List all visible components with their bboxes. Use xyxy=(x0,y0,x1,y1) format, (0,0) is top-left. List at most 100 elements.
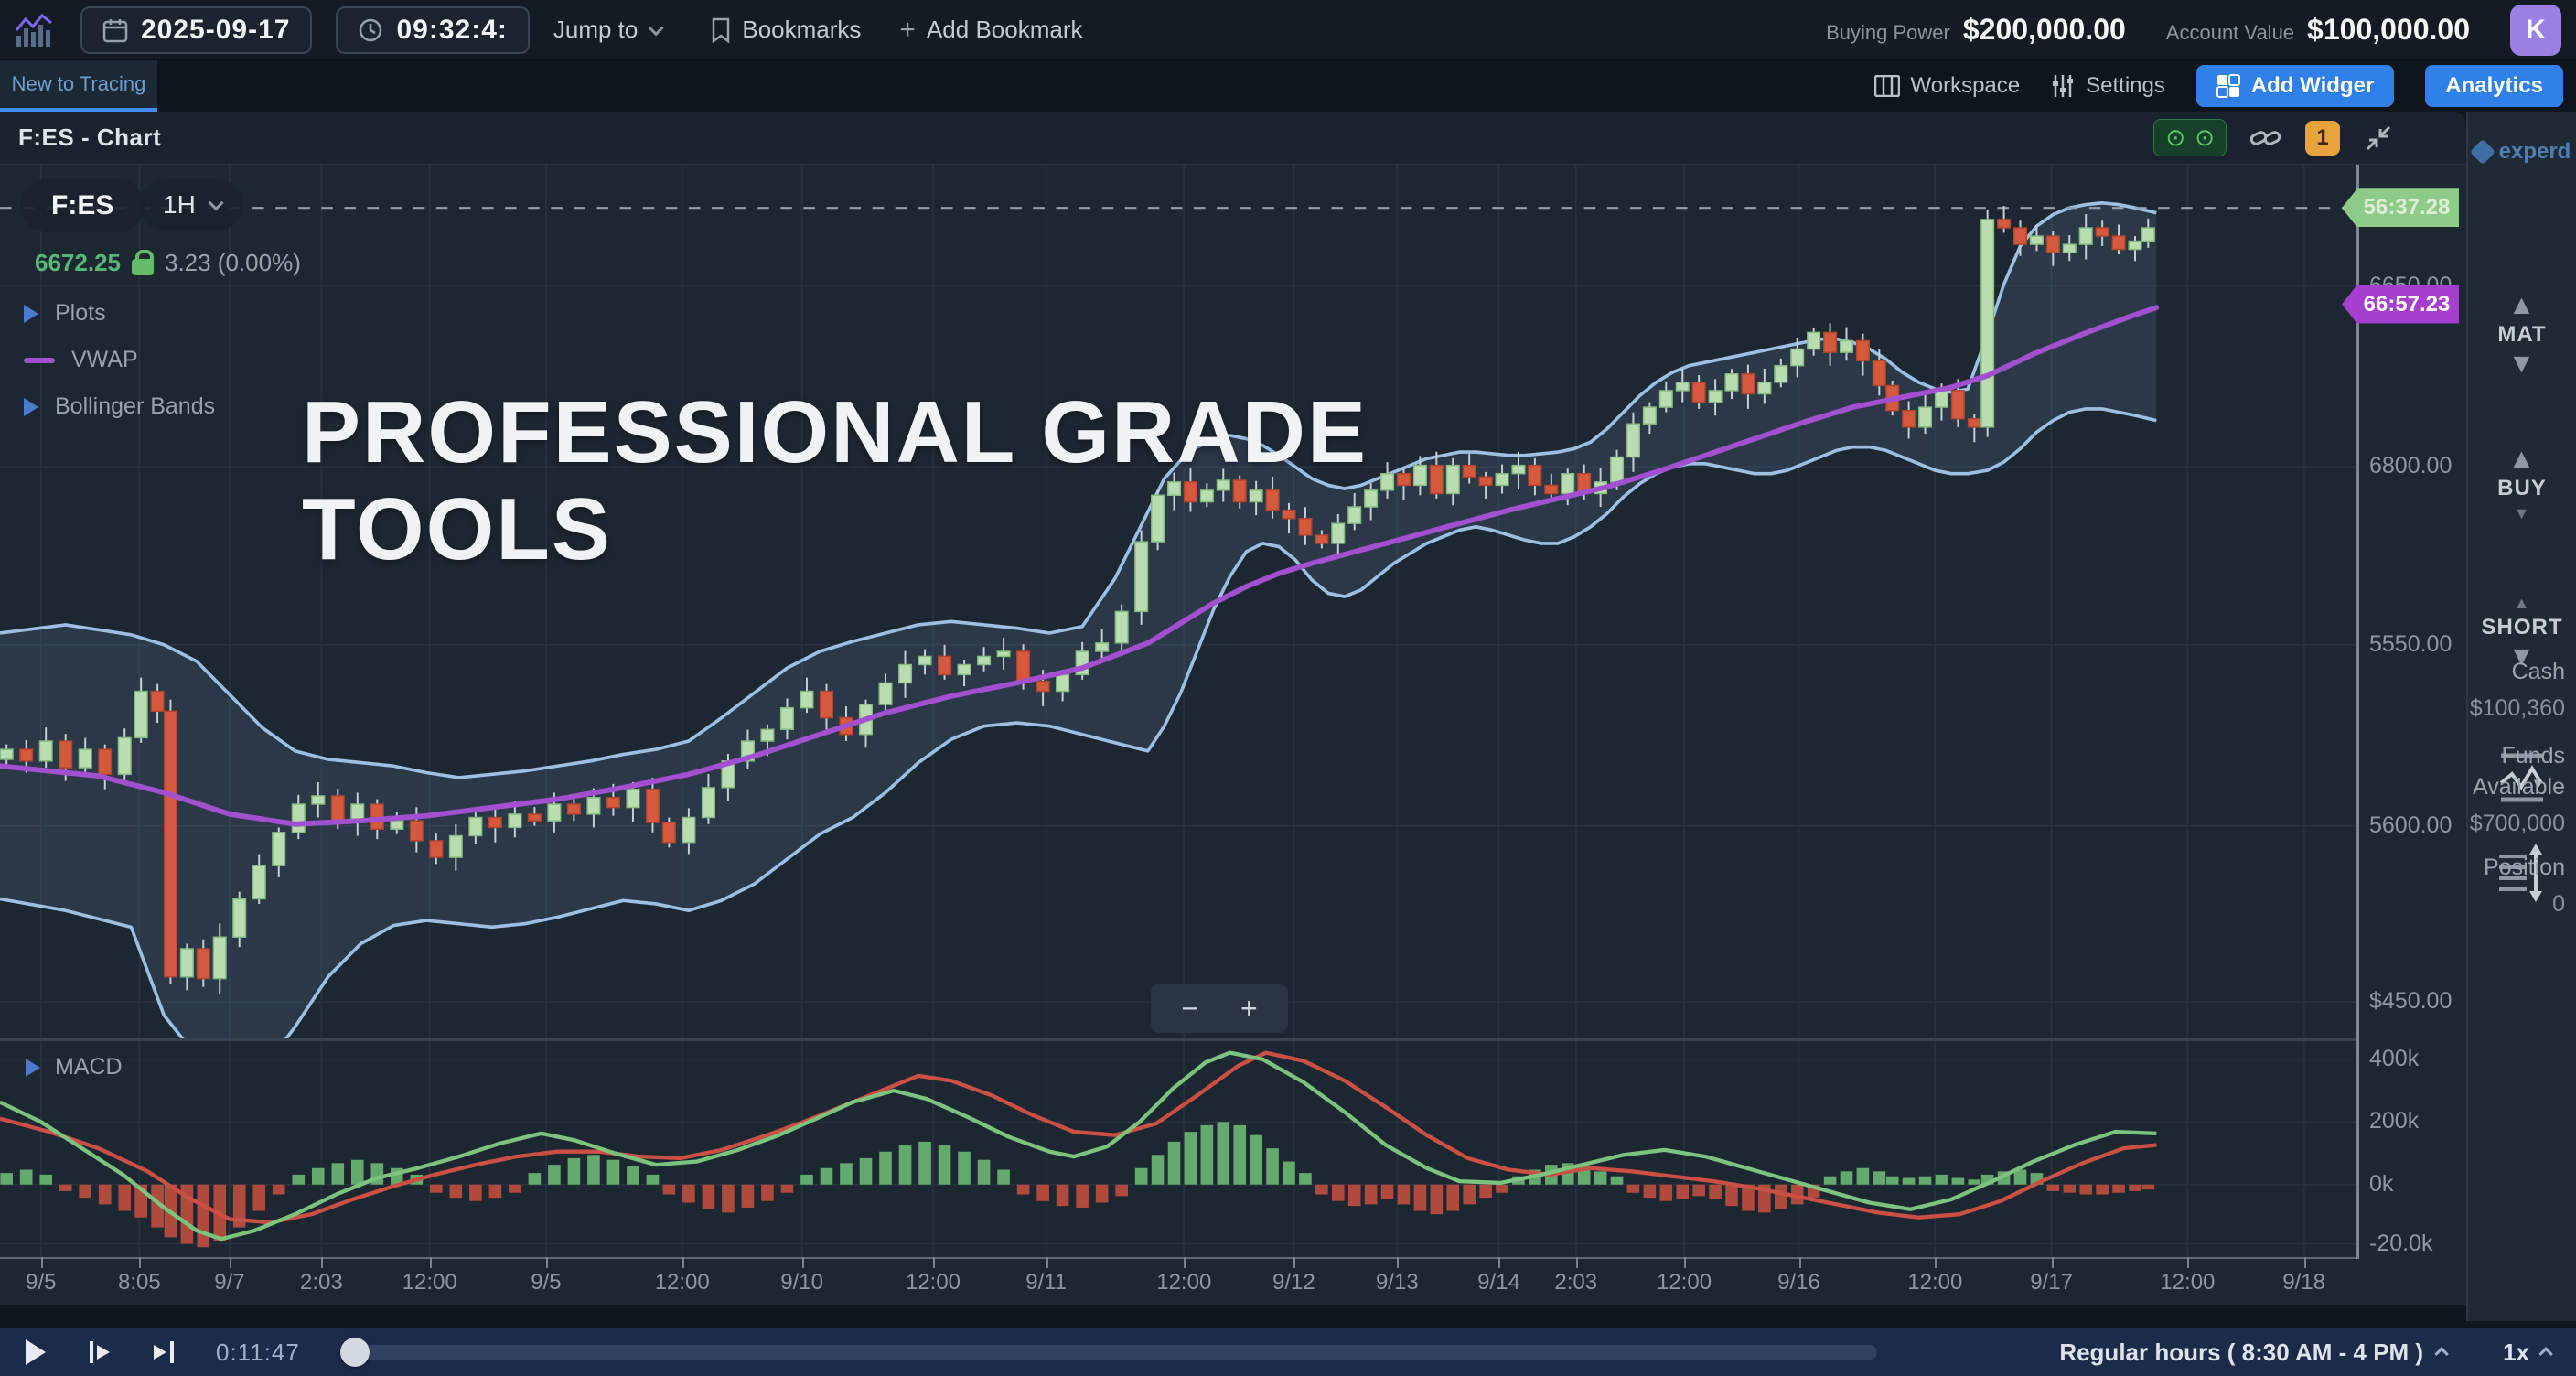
date-picker[interactable]: 2025-09-17 xyxy=(80,5,313,54)
macd-histogram-bar xyxy=(548,1165,561,1185)
candle-body xyxy=(1364,489,1379,508)
playback-slider[interactable] xyxy=(339,1338,1877,1367)
candle-body xyxy=(508,813,522,829)
play-button[interactable] xyxy=(24,1338,48,1366)
macd-histogram-bar xyxy=(98,1184,112,1205)
price-pane[interactable] xyxy=(0,165,2356,1038)
timeframe-dropdown[interactable]: 1H xyxy=(139,179,243,231)
candle-body xyxy=(800,690,814,709)
zoom-in-button[interactable]: + xyxy=(1240,991,1258,1025)
candle-body xyxy=(1315,534,1329,544)
time-tick xyxy=(229,1257,231,1268)
price-axis[interactable]: 6650.006800.005550.005600.00$450.00400k2… xyxy=(2342,165,2466,1305)
macd-histogram-bar xyxy=(2079,1184,2093,1195)
depth-ladder-button[interactable] xyxy=(2468,844,2576,902)
slider-handle[interactable] xyxy=(339,1338,370,1367)
buying-power: Buying Power $200,000.00 xyxy=(1826,13,2126,46)
candle-body xyxy=(1282,509,1296,520)
macd-histogram-bar xyxy=(469,1184,482,1201)
short-button[interactable]: ▲ SHORT ▼ xyxy=(2481,594,2563,672)
bookmarks-menu[interactable]: Bookmarks xyxy=(711,16,861,44)
plus-icon: + xyxy=(899,14,916,45)
candle-body xyxy=(701,787,715,819)
chevron-up-icon xyxy=(2434,1346,2449,1361)
candle-body xyxy=(2095,227,2109,237)
tab-new-to-tracing[interactable]: New to Tracing xyxy=(0,60,157,112)
chart-plot-area[interactable]: 9/5 8:05 9/7 2:03 12:00 9/5 12:00 9/10 12:00 9/11… xyxy=(0,165,2356,1305)
chart-tool-button[interactable] xyxy=(2468,752,2576,803)
chevron-up-icon xyxy=(2538,1346,2553,1361)
macd-histogram-bar xyxy=(1692,1184,1705,1197)
candle-body xyxy=(1347,506,1362,524)
user-avatar[interactable]: K xyxy=(2510,4,2561,56)
settings-button[interactable]: Settings xyxy=(2051,73,2165,99)
candle-body xyxy=(1528,464,1542,487)
candle-body xyxy=(1902,409,1916,428)
time-picker[interactable]: 09:32:4: xyxy=(336,5,530,54)
time-axis[interactable]: 9/5 8:05 9/7 2:03 12:00 9/5 12:00 9/10 12:00 9/11… xyxy=(0,1257,2356,1305)
workspace-button[interactable]: Workspace xyxy=(1873,73,2020,99)
analytics-button[interactable]: Analytics xyxy=(2425,65,2563,107)
macd-histogram-bar xyxy=(118,1184,132,1211)
macd-tick-label: 0k xyxy=(2369,1170,2394,1197)
candle-body xyxy=(1872,360,1886,387)
candle-body xyxy=(1331,522,1346,544)
candle-body xyxy=(1478,476,1493,487)
candle-body xyxy=(488,816,502,829)
pane-divider[interactable] xyxy=(0,1038,2356,1041)
candle-body xyxy=(1757,382,1772,395)
candle-body xyxy=(1708,390,1723,403)
macd-histogram-bar xyxy=(958,1151,971,1185)
candle-body xyxy=(1790,348,1805,367)
replay-status-pill[interactable]: ⊙ ⊙ xyxy=(2153,119,2227,156)
step-button[interactable] xyxy=(88,1338,112,1366)
app-logo-icon xyxy=(15,13,52,47)
chevron-down-icon xyxy=(208,195,224,211)
candle-body xyxy=(330,795,345,822)
legend-vwap[interactable]: VWAP xyxy=(24,347,215,373)
legend-plots[interactable]: Plots xyxy=(24,300,215,327)
candle-body xyxy=(661,822,676,844)
candle-body xyxy=(1823,331,1838,353)
symbol-pill[interactable]: F:ES xyxy=(20,179,145,232)
candle-body xyxy=(2128,240,2142,251)
macd-histogram-bar xyxy=(627,1166,639,1185)
candle-body xyxy=(1016,650,1031,683)
session-hours-dropdown[interactable]: Regular hours ( 8:30 AM - 4 PM ) xyxy=(2059,1338,2449,1367)
collapse-icon[interactable] xyxy=(2364,124,2393,153)
jump-to-menu[interactable]: Jump to xyxy=(553,16,664,44)
candle-body xyxy=(527,813,542,822)
macd-tick-label: 400k xyxy=(2369,1045,2420,1071)
buy-button[interactable]: ▲ BUY ▼ xyxy=(2497,444,2547,522)
candle-body xyxy=(0,748,14,760)
candle-body xyxy=(1114,610,1129,644)
macd-pane[interactable] xyxy=(0,1041,2356,1257)
candle-body xyxy=(1056,673,1070,693)
skip-to-end-button[interactable] xyxy=(152,1338,176,1366)
macd-histogram-bar xyxy=(1151,1155,1165,1185)
legend-macd[interactable]: MACD xyxy=(26,1054,123,1080)
candle-body xyxy=(938,655,952,676)
legend-bollinger[interactable]: Bollinger Bands xyxy=(24,393,215,420)
macd-histogram-bar xyxy=(1725,1184,1738,1207)
mat-button[interactable]: ▲ MAT ▼ xyxy=(2497,290,2547,379)
account-value: Account Value $100,000.00 xyxy=(2165,13,2470,46)
settings-sliders-icon xyxy=(2053,75,2074,97)
candle-body xyxy=(2012,227,2028,245)
macd-histogram-bar xyxy=(1873,1171,1886,1185)
add-widget-button[interactable]: Add Widger xyxy=(2195,65,2395,107)
zoom-out-button[interactable]: − xyxy=(1181,991,1198,1025)
candle-body xyxy=(1561,472,1575,495)
add-bookmark-button[interactable]: + Add Bookmark xyxy=(899,14,1083,45)
candle-body xyxy=(779,706,794,731)
macd-histogram-bar xyxy=(1968,1179,1981,1185)
candle-body xyxy=(1609,456,1625,483)
link-icon[interactable] xyxy=(2250,124,2281,152)
time-tick-label: 12:00 xyxy=(2160,1270,2216,1295)
candle-body xyxy=(1724,373,1739,392)
speed-dropdown[interactable]: 1x xyxy=(2503,1338,2553,1367)
time-tick xyxy=(682,1257,684,1268)
alert-count-badge[interactable]: 1 xyxy=(2305,120,2340,156)
time-tick xyxy=(1798,1257,1801,1268)
candle-body xyxy=(996,650,1011,658)
